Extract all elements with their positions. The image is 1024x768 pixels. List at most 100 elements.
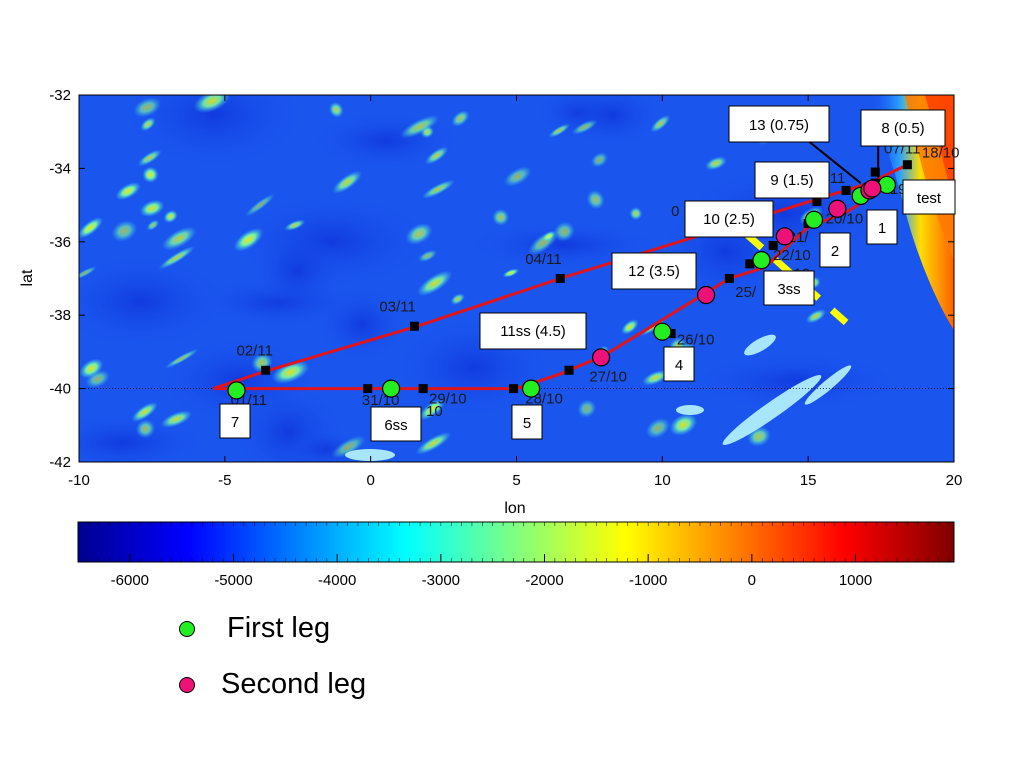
colorbar-ticks: -6000 -5000 -4000 -3000 -2000 -1000 0 1000 <box>77 522 950 589</box>
date-label: 26/10 <box>677 332 715 349</box>
station-label-6ss-text: 6ss <box>384 417 407 434</box>
date-label: 0 <box>671 203 679 220</box>
x-tick-label: 10 <box>654 472 671 489</box>
station-label-12: 12 (3.5) <box>611 252 697 290</box>
position-marker-18-10 <box>902 160 912 170</box>
ridge-feature <box>345 449 395 461</box>
seamount-patch <box>571 119 598 135</box>
pointer-13 <box>807 140 862 184</box>
y-tick-label: -42 <box>49 454 71 471</box>
station-label-13: 13 (0.75) <box>728 105 830 143</box>
seamount-patch <box>586 190 605 210</box>
seamount-patch <box>163 210 178 223</box>
date-label: 27/10 <box>589 368 627 385</box>
station-label-10: 10 (2.5) <box>684 200 774 238</box>
date-label: 02/11 <box>237 343 273 360</box>
position-marker-05-11 <box>812 196 822 206</box>
legend-first-leg: First leg <box>179 612 330 645</box>
station-label-8-text: 8 (0.5) <box>881 120 924 137</box>
y-tick-label: -36 <box>49 234 71 251</box>
date-label: 29/10 <box>429 390 467 407</box>
seamount-patch <box>503 166 532 187</box>
colorbar-tick-label: -5000 <box>214 572 252 589</box>
second-leg-stations <box>591 179 882 367</box>
seamount-patch <box>164 348 199 369</box>
x-tick-label: -5 <box>218 472 231 489</box>
seamount-patch <box>140 117 156 132</box>
x-tick-label: 15 <box>800 472 817 489</box>
x-tick-label: 20 <box>946 472 963 489</box>
seamount-patch <box>650 114 671 133</box>
date-label: 18/10 <box>922 144 960 161</box>
seamount-patch <box>244 193 276 217</box>
seamount-patch <box>158 245 196 270</box>
station-label-7: 7 <box>219 403 251 439</box>
colorbar-tick-label: -6000 <box>111 572 149 589</box>
position-marker-25-10 <box>724 274 734 283</box>
station-label-11ss-text: 11ss (4.5) <box>500 323 566 340</box>
y-tick-label: -32 <box>49 87 71 104</box>
position-marker-22-10 <box>745 259 755 269</box>
colorbar-tick-label: -1000 <box>629 572 667 589</box>
station-label-5-text: 5 <box>523 415 531 432</box>
first-leg-dot-icon <box>179 620 195 637</box>
x-axis-title: lon <box>504 500 525 517</box>
position-marker-04-11 <box>555 274 565 283</box>
seamount-patch <box>642 369 669 386</box>
station-label-test-text: test <box>917 190 942 207</box>
seamount-patch <box>332 170 363 194</box>
station-label-3ss: 3ss <box>763 270 815 306</box>
second-leg-station <box>696 285 716 305</box>
station-label-2: 2 <box>819 232 851 268</box>
seamount-patch <box>135 419 156 439</box>
first-leg-stations <box>227 175 897 400</box>
seamount-patch <box>131 402 158 422</box>
second-leg-station <box>591 348 611 367</box>
station-label-6ss: 6ss <box>370 406 422 442</box>
ridge-feature <box>722 374 822 446</box>
seamount-patch <box>621 319 639 335</box>
seamount-patch <box>139 199 165 217</box>
deep-basin-patch <box>79 253 230 350</box>
station-label-1-text: 1 <box>878 220 886 237</box>
y-axis-title: lat <box>19 269 36 286</box>
seamount-patch <box>548 123 571 138</box>
date-labels: 18/101920/1021/22/1025/26/1027/1028/1029… <box>231 141 960 420</box>
seamount-patch <box>421 179 455 199</box>
colorbar-tick-label: -2000 <box>525 572 563 589</box>
seamount-patch <box>417 270 453 297</box>
colorbar-tick-label: 1000 <box>839 572 872 589</box>
seamount-patch <box>450 293 465 305</box>
first-leg-station <box>804 210 824 229</box>
ridge-feature <box>804 365 852 405</box>
seamount-patch <box>542 231 556 242</box>
y-tick-labels: -32 -34 -36 -38 -40 -42 <box>49 87 71 471</box>
station-label-9-text: 9 (1.5) <box>770 172 813 189</box>
deep-basin-patch <box>564 95 663 148</box>
seamount-patch <box>427 400 443 415</box>
seamount-patch <box>577 399 597 418</box>
second-leg-station <box>863 179 882 198</box>
position-marker-28-10 <box>509 384 519 394</box>
station-label-test: test <box>902 179 956 215</box>
station-label-7-text: 7 <box>231 414 239 431</box>
seamount-patch <box>146 219 160 231</box>
date-label: 04/11 <box>525 251 561 268</box>
deep-basin-patch <box>121 95 306 170</box>
legend-first-leg-label: First leg <box>227 612 331 644</box>
legend-second-leg: Second leg <box>179 668 366 701</box>
seamount-patch <box>418 249 438 263</box>
y-tick-label: -38 <box>49 307 71 324</box>
seamount-patch <box>405 223 433 245</box>
date-label: 03/11 <box>379 299 415 316</box>
y-tick-label: -40 <box>49 381 71 398</box>
first-leg-station <box>227 381 246 400</box>
station-label-3ss-text: 3ss <box>777 281 800 298</box>
seamount-patch <box>79 217 103 239</box>
position-marker-07-11 <box>870 167 880 177</box>
first-leg-station <box>752 251 771 270</box>
legend-second-leg-label: Second leg <box>221 668 367 700</box>
colorbar-tick-label: 0 <box>748 572 756 589</box>
seamount-patch <box>142 166 159 183</box>
